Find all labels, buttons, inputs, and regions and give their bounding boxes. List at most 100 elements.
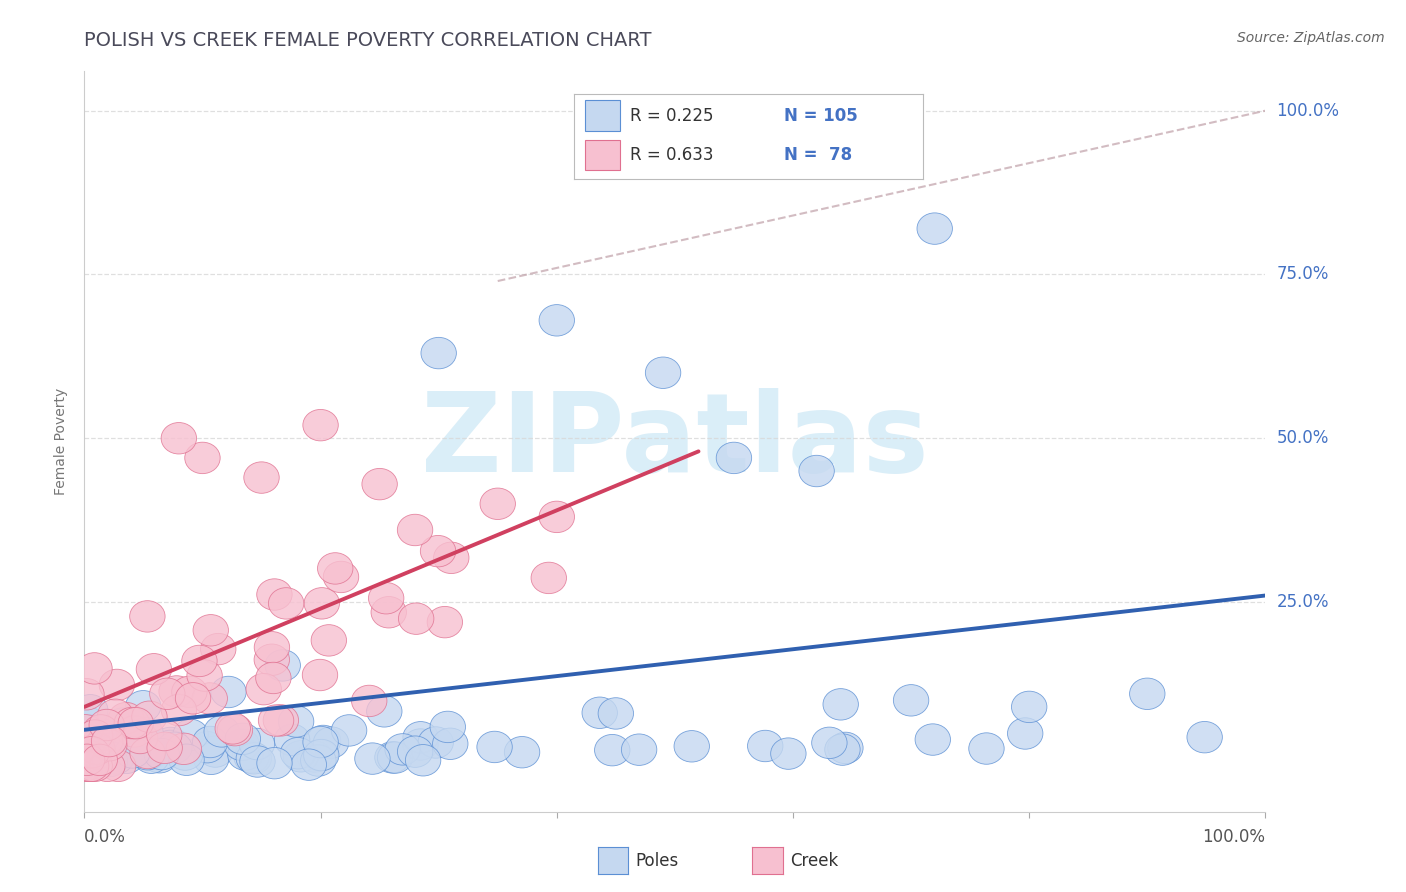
Ellipse shape (153, 731, 188, 762)
Ellipse shape (117, 715, 152, 747)
Ellipse shape (115, 737, 150, 768)
Text: Creek: Creek (790, 852, 838, 870)
Ellipse shape (124, 723, 159, 754)
Ellipse shape (67, 714, 103, 746)
Ellipse shape (159, 676, 194, 707)
Ellipse shape (91, 730, 127, 761)
Ellipse shape (239, 728, 274, 760)
Ellipse shape (143, 739, 180, 770)
Ellipse shape (132, 738, 169, 770)
Ellipse shape (332, 714, 367, 746)
Ellipse shape (302, 739, 337, 771)
Ellipse shape (257, 747, 292, 779)
Ellipse shape (97, 699, 134, 731)
Ellipse shape (156, 732, 193, 764)
Ellipse shape (217, 714, 253, 746)
Ellipse shape (83, 733, 118, 765)
Ellipse shape (621, 734, 657, 765)
Ellipse shape (72, 732, 107, 764)
Ellipse shape (173, 719, 208, 751)
Ellipse shape (72, 750, 107, 781)
Ellipse shape (304, 588, 339, 619)
Ellipse shape (531, 562, 567, 594)
Ellipse shape (243, 462, 280, 493)
Ellipse shape (302, 659, 337, 690)
Ellipse shape (193, 726, 228, 757)
Ellipse shape (153, 727, 188, 759)
Ellipse shape (149, 678, 186, 709)
Ellipse shape (100, 669, 135, 700)
Ellipse shape (311, 624, 346, 657)
Ellipse shape (398, 603, 434, 634)
Ellipse shape (297, 740, 332, 772)
Ellipse shape (66, 733, 103, 765)
Ellipse shape (142, 741, 177, 773)
Ellipse shape (1008, 718, 1043, 749)
Ellipse shape (314, 727, 349, 758)
Ellipse shape (811, 727, 846, 758)
Text: 100.0%: 100.0% (1202, 828, 1265, 847)
Ellipse shape (79, 738, 114, 769)
Ellipse shape (79, 731, 114, 762)
Ellipse shape (108, 722, 143, 754)
Ellipse shape (433, 542, 470, 574)
Ellipse shape (87, 725, 122, 756)
Ellipse shape (240, 746, 276, 777)
Text: 25.0%: 25.0% (1277, 593, 1329, 611)
Ellipse shape (825, 734, 860, 765)
Ellipse shape (67, 747, 103, 778)
Ellipse shape (67, 750, 103, 781)
Text: ZIPatlas: ZIPatlas (420, 388, 929, 495)
Text: POLISH VS CREEK FEMALE POVERTY CORRELATION CHART: POLISH VS CREEK FEMALE POVERTY CORRELATI… (84, 31, 652, 50)
Ellipse shape (73, 695, 108, 726)
Ellipse shape (100, 750, 136, 781)
Ellipse shape (90, 750, 125, 781)
Ellipse shape (172, 676, 207, 707)
Ellipse shape (404, 722, 439, 753)
Ellipse shape (433, 728, 468, 759)
Ellipse shape (193, 615, 228, 646)
Ellipse shape (1129, 678, 1166, 709)
Ellipse shape (69, 679, 104, 710)
Ellipse shape (917, 213, 952, 244)
Ellipse shape (799, 455, 834, 487)
Ellipse shape (198, 736, 233, 767)
Ellipse shape (233, 741, 270, 773)
Ellipse shape (187, 660, 222, 691)
Ellipse shape (367, 696, 402, 727)
Ellipse shape (77, 653, 112, 684)
Text: 50.0%: 50.0% (1277, 429, 1329, 447)
Ellipse shape (118, 707, 153, 739)
Ellipse shape (129, 731, 165, 762)
Ellipse shape (1011, 691, 1047, 723)
Ellipse shape (82, 744, 118, 776)
Ellipse shape (645, 357, 681, 389)
Ellipse shape (167, 739, 202, 771)
Ellipse shape (398, 736, 433, 767)
Ellipse shape (823, 689, 859, 720)
Ellipse shape (77, 720, 112, 751)
Ellipse shape (256, 662, 291, 694)
Y-axis label: Female Poverty: Female Poverty (53, 388, 67, 495)
Ellipse shape (93, 733, 128, 764)
Ellipse shape (93, 745, 128, 777)
Ellipse shape (225, 723, 260, 755)
Ellipse shape (166, 733, 201, 764)
Ellipse shape (430, 711, 465, 743)
Ellipse shape (291, 749, 326, 780)
Ellipse shape (80, 733, 115, 764)
Ellipse shape (108, 736, 143, 767)
Ellipse shape (402, 729, 439, 760)
Ellipse shape (595, 734, 630, 766)
Ellipse shape (246, 673, 281, 705)
Ellipse shape (354, 743, 389, 774)
Ellipse shape (70, 722, 105, 754)
Ellipse shape (67, 706, 103, 737)
Ellipse shape (169, 744, 204, 775)
Ellipse shape (236, 742, 271, 774)
Ellipse shape (184, 442, 221, 474)
Ellipse shape (73, 750, 108, 781)
Ellipse shape (538, 304, 575, 336)
Ellipse shape (318, 553, 353, 584)
Ellipse shape (89, 709, 125, 740)
